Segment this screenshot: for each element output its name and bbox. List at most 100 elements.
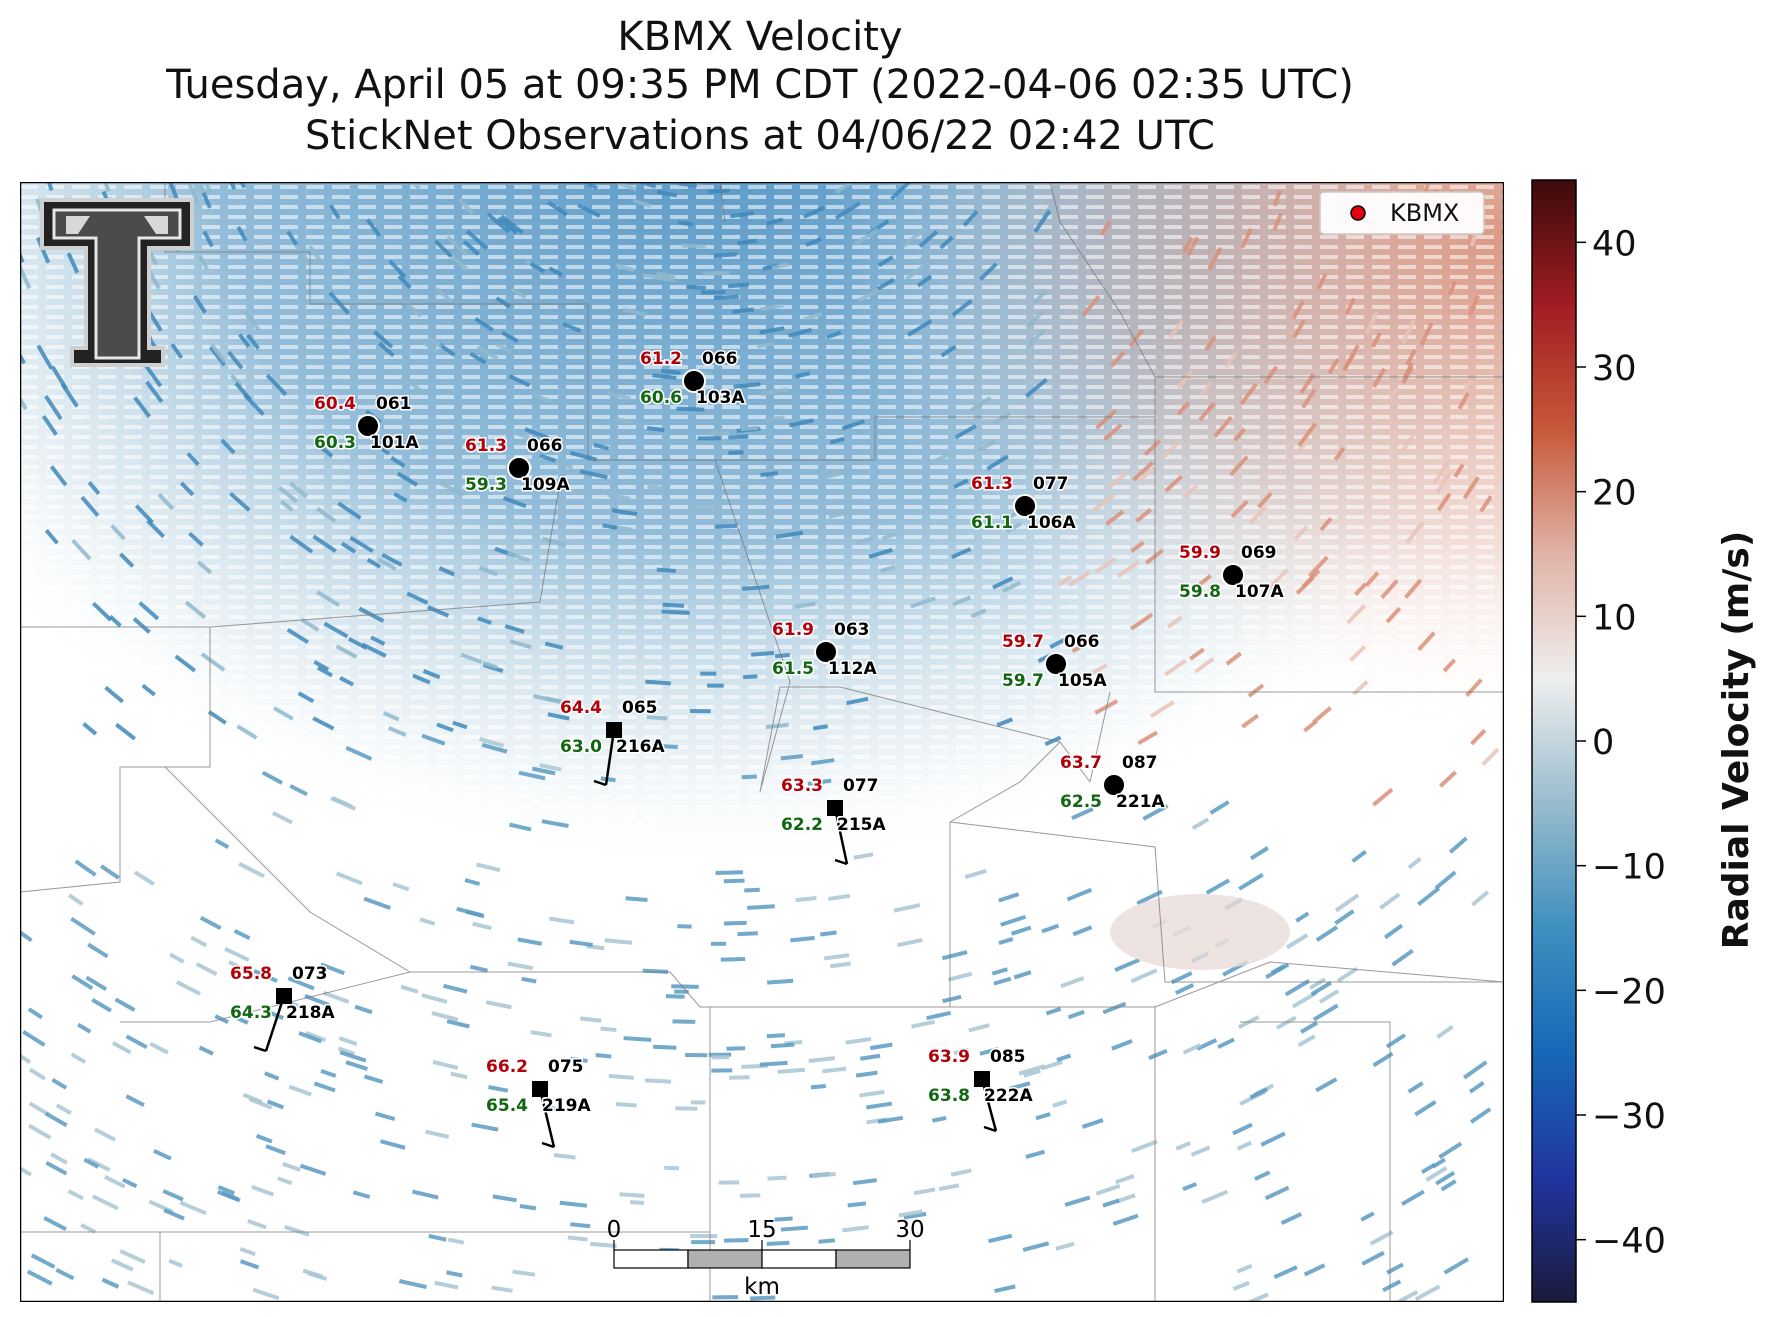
station-temperature: 63.9 bbox=[928, 1047, 970, 1067]
station-wind-direction: 085 bbox=[990, 1047, 1026, 1067]
station-dewpoint: 65.4 bbox=[486, 1096, 528, 1116]
station-wind-direction: 063 bbox=[834, 620, 870, 640]
station-id: 106A bbox=[1027, 513, 1076, 533]
velocity-field bbox=[20, 182, 1504, 1302]
station-id: 101A bbox=[370, 433, 419, 453]
legend-label: KBMX bbox=[1390, 199, 1459, 227]
colorbar-tick: −10 bbox=[1592, 848, 1666, 888]
station-221A[interactable]: 63.7 087 62.5 221A bbox=[1059, 752, 1167, 814]
station-temperature: 64.4 bbox=[560, 698, 602, 718]
station-id: 105A bbox=[1058, 671, 1107, 691]
station-dewpoint: 60.3 bbox=[314, 433, 356, 453]
station-temperature: 61.2 bbox=[640, 349, 682, 369]
scale-bar: 0 15 30 km bbox=[607, 1217, 925, 1300]
station-id: 218A bbox=[286, 1003, 335, 1023]
station-dewpoint: 61.5 bbox=[772, 659, 814, 679]
wind-barb bbox=[538, 1088, 556, 1148]
station-dewpoint: 61.1 bbox=[971, 513, 1013, 533]
station-temperature: 61.3 bbox=[971, 474, 1013, 494]
legend-box: KBMX bbox=[1319, 191, 1485, 235]
title-line-3: StickNet Observations at 04/06/22 02:42 … bbox=[305, 113, 1215, 159]
station-marker-circle bbox=[682, 369, 706, 393]
station-wind-direction: 087 bbox=[1122, 753, 1158, 773]
colorbar-tick: −20 bbox=[1592, 972, 1666, 1012]
station-temperature: 66.2 bbox=[486, 1057, 528, 1077]
station-dewpoint: 63.8 bbox=[928, 1086, 970, 1106]
station-id: 107A bbox=[1235, 582, 1284, 602]
colorbar-tick: 0 bbox=[1592, 723, 1614, 763]
wind-barb bbox=[604, 729, 616, 786]
station-dewpoint: 59.8 bbox=[1179, 582, 1221, 602]
station-temperature: 63.3 bbox=[781, 776, 823, 796]
colorbar: 40 30 20 10 0 −10 −20 −30 −40 Radial Velocity (m… bbox=[1531, 179, 1757, 1303]
station-temperature: 65.8 bbox=[230, 964, 272, 984]
colorbar-tick: 30 bbox=[1592, 349, 1637, 389]
station-marker-circle bbox=[1102, 773, 1126, 797]
colorbar-tick: 40 bbox=[1592, 224, 1637, 264]
colorbar-tick: 10 bbox=[1592, 598, 1637, 638]
station-dewpoint: 59.7 bbox=[1002, 671, 1044, 691]
station-marker-circle bbox=[1044, 652, 1068, 676]
colorbar-gradient bbox=[1531, 179, 1577, 1303]
colorbar-tick: −40 bbox=[1592, 1222, 1666, 1262]
colorbar-tick: 20 bbox=[1592, 474, 1637, 514]
station-109A[interactable]: 61.3 066 59.3 109A bbox=[464, 435, 572, 497]
station-219A[interactable]: 66.2 075 65.4 219A bbox=[485, 1056, 593, 1149]
station-temperature: 59.9 bbox=[1179, 543, 1221, 563]
station-id: 222A bbox=[984, 1086, 1033, 1106]
station-wind-direction: 066 bbox=[527, 436, 563, 456]
station-wind-direction: 066 bbox=[1064, 632, 1100, 652]
title-line-2: Tuesday, April 05 at 09:35 PM CDT (2022-… bbox=[166, 62, 1354, 108]
wind-barb bbox=[264, 995, 286, 1052]
scale-tick-15: 15 bbox=[747, 1217, 776, 1243]
station-dewpoint: 62.5 bbox=[1060, 792, 1102, 812]
station-marker-circle bbox=[507, 456, 531, 480]
station-id: 216A bbox=[616, 737, 665, 757]
title-line-1: KBMX Velocity bbox=[617, 14, 903, 60]
station-temperature: 60.4 bbox=[314, 394, 356, 414]
station-wind-direction: 075 bbox=[548, 1057, 584, 1077]
station-107A[interactable]: 59.9 069 59.8 107A bbox=[1178, 542, 1286, 604]
station-id: 112A bbox=[828, 659, 877, 679]
station-id: 215A bbox=[837, 815, 886, 835]
stations-layer: 60.4 061 60.3 101A 61.3 066 59.3 109A 61.2 066 60.… bbox=[229, 348, 1286, 1149]
station-id: 221A bbox=[1116, 792, 1165, 812]
station-wind-direction: 061 bbox=[376, 394, 412, 414]
station-temperature: 61.9 bbox=[772, 620, 814, 640]
station-wind-direction: 073 bbox=[292, 964, 328, 984]
station-marker-circle bbox=[356, 414, 380, 438]
station-wind-direction: 069 bbox=[1241, 543, 1277, 563]
station-dewpoint: 60.6 bbox=[640, 388, 682, 408]
station-112A[interactable]: 61.9 063 61.5 112A bbox=[771, 619, 879, 681]
scale-tick-0: 0 bbox=[607, 1217, 622, 1243]
wind-barb bbox=[833, 807, 849, 865]
station-dewpoint: 64.3 bbox=[230, 1003, 272, 1023]
station-dewpoint: 59.3 bbox=[465, 475, 507, 495]
station-temperature: 63.7 bbox=[1060, 753, 1102, 773]
station-marker-circle bbox=[1013, 494, 1037, 518]
university-logo bbox=[40, 198, 194, 367]
station-218A[interactable]: 65.8 073 64.3 218A bbox=[229, 963, 337, 1053]
legend-marker-kbmx bbox=[1350, 205, 1366, 221]
station-105A[interactable]: 59.7 066 59.7 105A bbox=[1001, 631, 1109, 693]
colorbar-tick: −30 bbox=[1592, 1097, 1666, 1137]
station-id: 103A bbox=[696, 388, 745, 408]
station-dewpoint: 63.0 bbox=[560, 737, 602, 757]
station-216A[interactable]: 64.4 065 63.0 216A bbox=[559, 697, 667, 787]
scale-unit: km bbox=[744, 1274, 780, 1300]
station-marker-circle bbox=[1221, 563, 1245, 587]
station-101A[interactable]: 60.4 061 60.3 101A bbox=[313, 393, 421, 455]
station-103A[interactable]: 61.2 066 60.6 103A bbox=[639, 348, 747, 410]
station-id: 109A bbox=[521, 475, 570, 495]
station-215A[interactable]: 63.3 077 62.2 215A bbox=[780, 775, 888, 866]
station-wind-direction: 077 bbox=[843, 776, 879, 796]
station-106A[interactable]: 61.3 077 61.1 106A bbox=[970, 473, 1078, 535]
colorbar-label: Radial Velocity (m/s) bbox=[1716, 531, 1757, 950]
station-temperature: 61.3 bbox=[465, 436, 507, 456]
scale-tick-30: 30 bbox=[895, 1217, 924, 1243]
radar-map[interactable]: KBMX 60.4 061 60.3 101A 61.3 066 59.3 109A 61.2 0… bbox=[20, 182, 1504, 1302]
station-wind-direction: 065 bbox=[622, 698, 658, 718]
station-222A[interactable]: 63.9 085 63.8 222A bbox=[927, 1046, 1035, 1133]
station-dewpoint: 62.2 bbox=[781, 815, 823, 835]
station-temperature: 59.7 bbox=[1002, 632, 1044, 652]
